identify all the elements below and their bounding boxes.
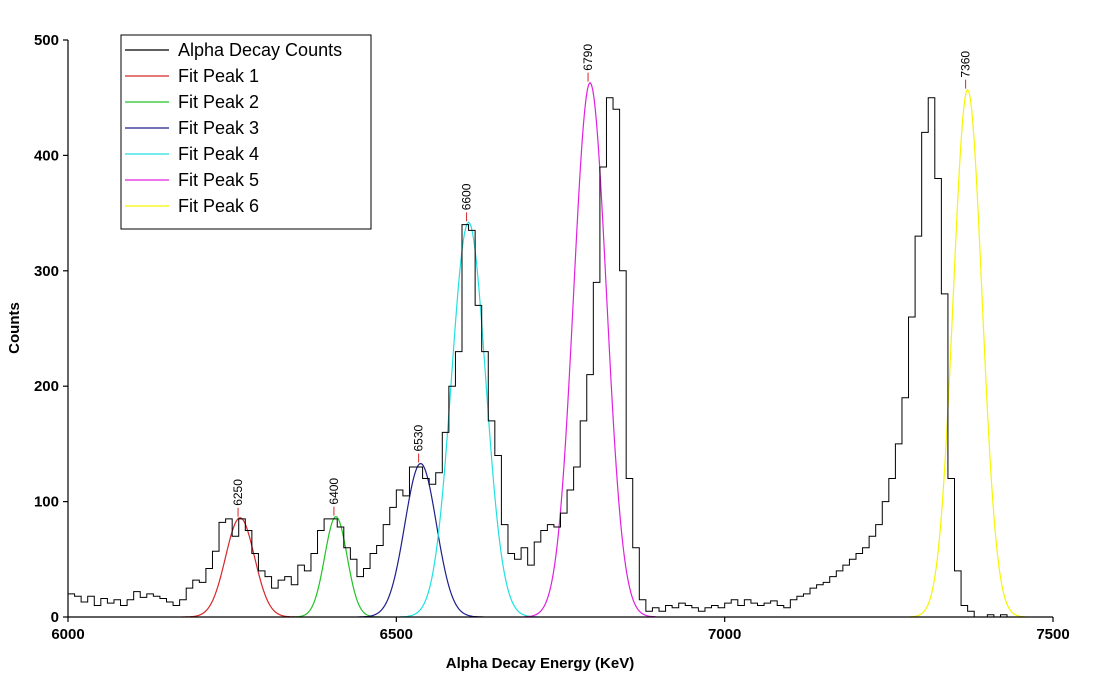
y-tick-label: 100 xyxy=(34,494,59,511)
legend-entry-label: Fit Peak 4 xyxy=(178,144,259,164)
peak-label-1: 6250 xyxy=(231,479,245,506)
legend-entry-label: Alpha Decay Counts xyxy=(178,40,342,60)
plot-area: 6250 6400 6530 6600 6790 7360 xyxy=(68,44,1053,618)
x-tick-label: 6000 xyxy=(51,626,84,643)
x-axis-title: Alpha Decay Energy (KeV) xyxy=(446,655,634,672)
fit-peak-1-curve xyxy=(182,517,298,618)
legend: Alpha Decay Counts Fit Peak 1 Fit Peak 2 Fi… xyxy=(120,34,372,230)
y-tick-label: 400 xyxy=(34,147,59,164)
x-tick-label: 7500 xyxy=(1036,626,1069,643)
legend-entry-label: Fit Peak 3 xyxy=(178,118,259,138)
y-tick-label: 200 xyxy=(34,378,59,395)
peak-label-3: 6530 xyxy=(412,424,426,451)
legend-entry-label: Fit Peak 1 xyxy=(178,66,259,86)
legend-entry-label: Fit Peak 5 xyxy=(178,170,259,190)
y-tick-label: 300 xyxy=(34,263,59,280)
fit-peak-2-curve xyxy=(291,515,381,618)
peak-label-2: 6400 xyxy=(327,478,341,505)
y-tick-label: 500 xyxy=(34,32,59,49)
peak-label-4: 6600 xyxy=(460,183,474,210)
fit-peak-4-curve xyxy=(400,221,537,618)
x-ticks: 6000 6500 7000 7500 xyxy=(51,617,1070,643)
y-tick-label: 0 xyxy=(51,609,59,626)
legend-entry-label: Fit Peak 2 xyxy=(178,92,259,112)
fit-peak-5-curve xyxy=(524,81,656,618)
peak-label-5: 6790 xyxy=(581,44,595,71)
fit-peak-3-curve xyxy=(357,462,484,618)
x-tick-label: 7000 xyxy=(708,626,741,643)
y-ticks: 0 100 200 300 400 500 xyxy=(34,32,68,626)
alpha-decay-counts-histogram xyxy=(68,97,1053,618)
fit-peak-6-curve xyxy=(909,88,1026,618)
legend-box xyxy=(120,34,372,230)
x-tick-label: 6500 xyxy=(380,626,413,643)
peak-label-6: 7360 xyxy=(959,51,973,78)
legend-entry-label: Fit Peak 6 xyxy=(178,196,259,216)
y-axis-title: Counts xyxy=(6,302,23,354)
axes xyxy=(67,40,1053,618)
